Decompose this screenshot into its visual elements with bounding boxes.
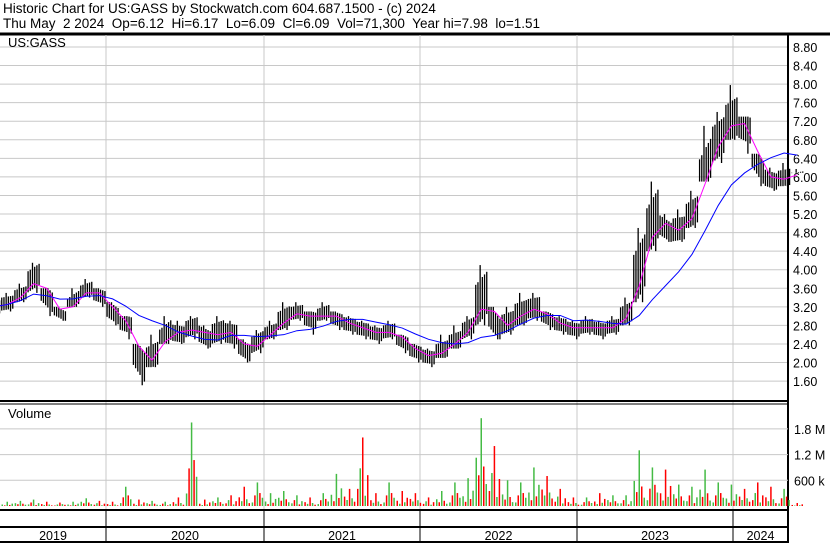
volume-tick-label: 600 k <box>794 474 825 488</box>
price-tick-label: 6.80 <box>793 134 817 148</box>
year-label: 2021 <box>328 529 356 543</box>
price-tick-label: 8.80 <box>793 41 817 55</box>
price-tick-label: 7.20 <box>793 115 817 129</box>
long-moving-average <box>0 152 798 345</box>
price-tick-label: 8.00 <box>793 78 817 92</box>
year-label: 2023 <box>641 529 669 543</box>
price-tick-label: 6.00 <box>793 171 817 185</box>
price-tick-label: 3.60 <box>793 282 817 296</box>
price-tick-label: 5.20 <box>793 208 817 222</box>
price-tick-label: 2.80 <box>793 319 817 333</box>
year-label: 2019 <box>39 529 67 543</box>
chart-title: Historic Chart for US:GASS by Stockwatch… <box>3 1 436 16</box>
short-moving-average <box>0 123 798 361</box>
price-tick-label: 4.80 <box>793 227 817 241</box>
price-tick-label: 2.00 <box>793 357 817 371</box>
price-tick-label: 6.40 <box>793 152 817 166</box>
price-tick-label: 4.00 <box>793 264 817 278</box>
quote-summary: Thu May 2 2024 Op=6.12 Hi=6.17 Lo=6.09 C… <box>3 16 541 31</box>
year-label: 2020 <box>171 529 199 543</box>
price-tick-label: 2.40 <box>793 338 817 352</box>
year-label: 2024 <box>747 529 775 543</box>
volume-panel-label: Volume <box>8 406 51 421</box>
price-tick-label: 8.40 <box>793 60 817 74</box>
year-label: 2022 <box>485 529 513 543</box>
volume-tick-label: 1.8 M <box>794 423 825 437</box>
price-tick-label: 7.60 <box>793 97 817 111</box>
price-tick-label: 3.20 <box>793 301 817 315</box>
price-tick-label: 4.40 <box>793 245 817 259</box>
price-panel-label: US:GASS <box>8 35 66 50</box>
volume-tick-label: 1.2 M <box>794 449 825 463</box>
price-tick-label: 5.60 <box>793 189 817 203</box>
price-tick-label: 1.60 <box>793 375 817 389</box>
